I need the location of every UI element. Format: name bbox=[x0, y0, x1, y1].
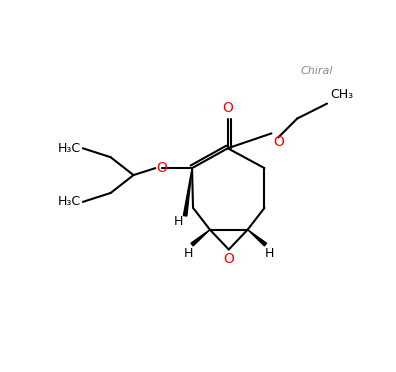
Polygon shape bbox=[248, 230, 267, 246]
Text: H: H bbox=[183, 247, 193, 260]
Polygon shape bbox=[183, 168, 192, 216]
Text: H: H bbox=[265, 247, 274, 260]
Polygon shape bbox=[191, 230, 210, 246]
Text: O: O bbox=[156, 161, 167, 175]
Text: O: O bbox=[222, 100, 233, 115]
Text: Chiral: Chiral bbox=[301, 66, 333, 76]
Text: H: H bbox=[173, 215, 183, 228]
Text: O: O bbox=[223, 253, 234, 266]
Text: CH₃: CH₃ bbox=[330, 88, 353, 101]
Text: H₃C: H₃C bbox=[58, 142, 81, 155]
Text: H₃C: H₃C bbox=[58, 195, 81, 208]
Text: O: O bbox=[273, 135, 284, 150]
